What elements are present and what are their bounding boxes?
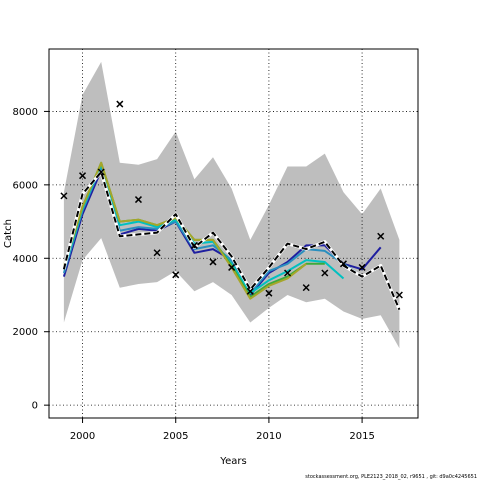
y-tick-label: 8000	[13, 107, 38, 118]
observation-point	[97, 168, 105, 176]
y-axis-title: Catch	[3, 219, 14, 248]
observation-point	[395, 291, 403, 299]
observation-point	[116, 100, 124, 108]
x-axis-title: Years	[219, 456, 246, 467]
observation-point	[265, 289, 273, 297]
y-tick-label: 0	[32, 401, 38, 412]
confidence-band	[63, 61, 400, 349]
x-axis: 2000 2005 2010 2015	[70, 418, 375, 442]
observation-point	[246, 287, 254, 295]
observation-point	[153, 249, 161, 257]
observation-point	[339, 260, 347, 268]
observation-point	[134, 196, 142, 204]
observation-point	[190, 241, 198, 249]
observation-point	[284, 269, 292, 277]
y-axis: 0 2000 4000 6000 8000	[13, 107, 49, 412]
caption: stockassessment.org, PLE2123_2018_02, r9…	[305, 474, 477, 480]
plot-frame	[48, 48, 419, 419]
observation-point	[377, 232, 385, 240]
series-layer	[62, 161, 401, 311]
confidence-band-layer	[63, 61, 400, 349]
observation-point	[302, 284, 310, 292]
x-tick-label: 2015	[349, 431, 374, 442]
observation-point	[358, 263, 366, 271]
y-tick-label: 4000	[13, 254, 38, 265]
y-tick-label: 2000	[13, 327, 38, 338]
x-tick-label: 2005	[163, 431, 188, 442]
observation-point	[60, 192, 68, 200]
observations-layer	[60, 100, 403, 299]
observation-point	[79, 172, 87, 180]
y-tick-label: 6000	[13, 180, 38, 191]
x-tick-label: 2010	[256, 431, 281, 442]
observation-point	[321, 269, 329, 277]
observation-point	[209, 258, 217, 266]
observation-point	[172, 271, 180, 279]
observation-point	[228, 263, 236, 271]
series-line-5	[62, 171, 401, 311]
x-tick-label: 2000	[70, 431, 95, 442]
